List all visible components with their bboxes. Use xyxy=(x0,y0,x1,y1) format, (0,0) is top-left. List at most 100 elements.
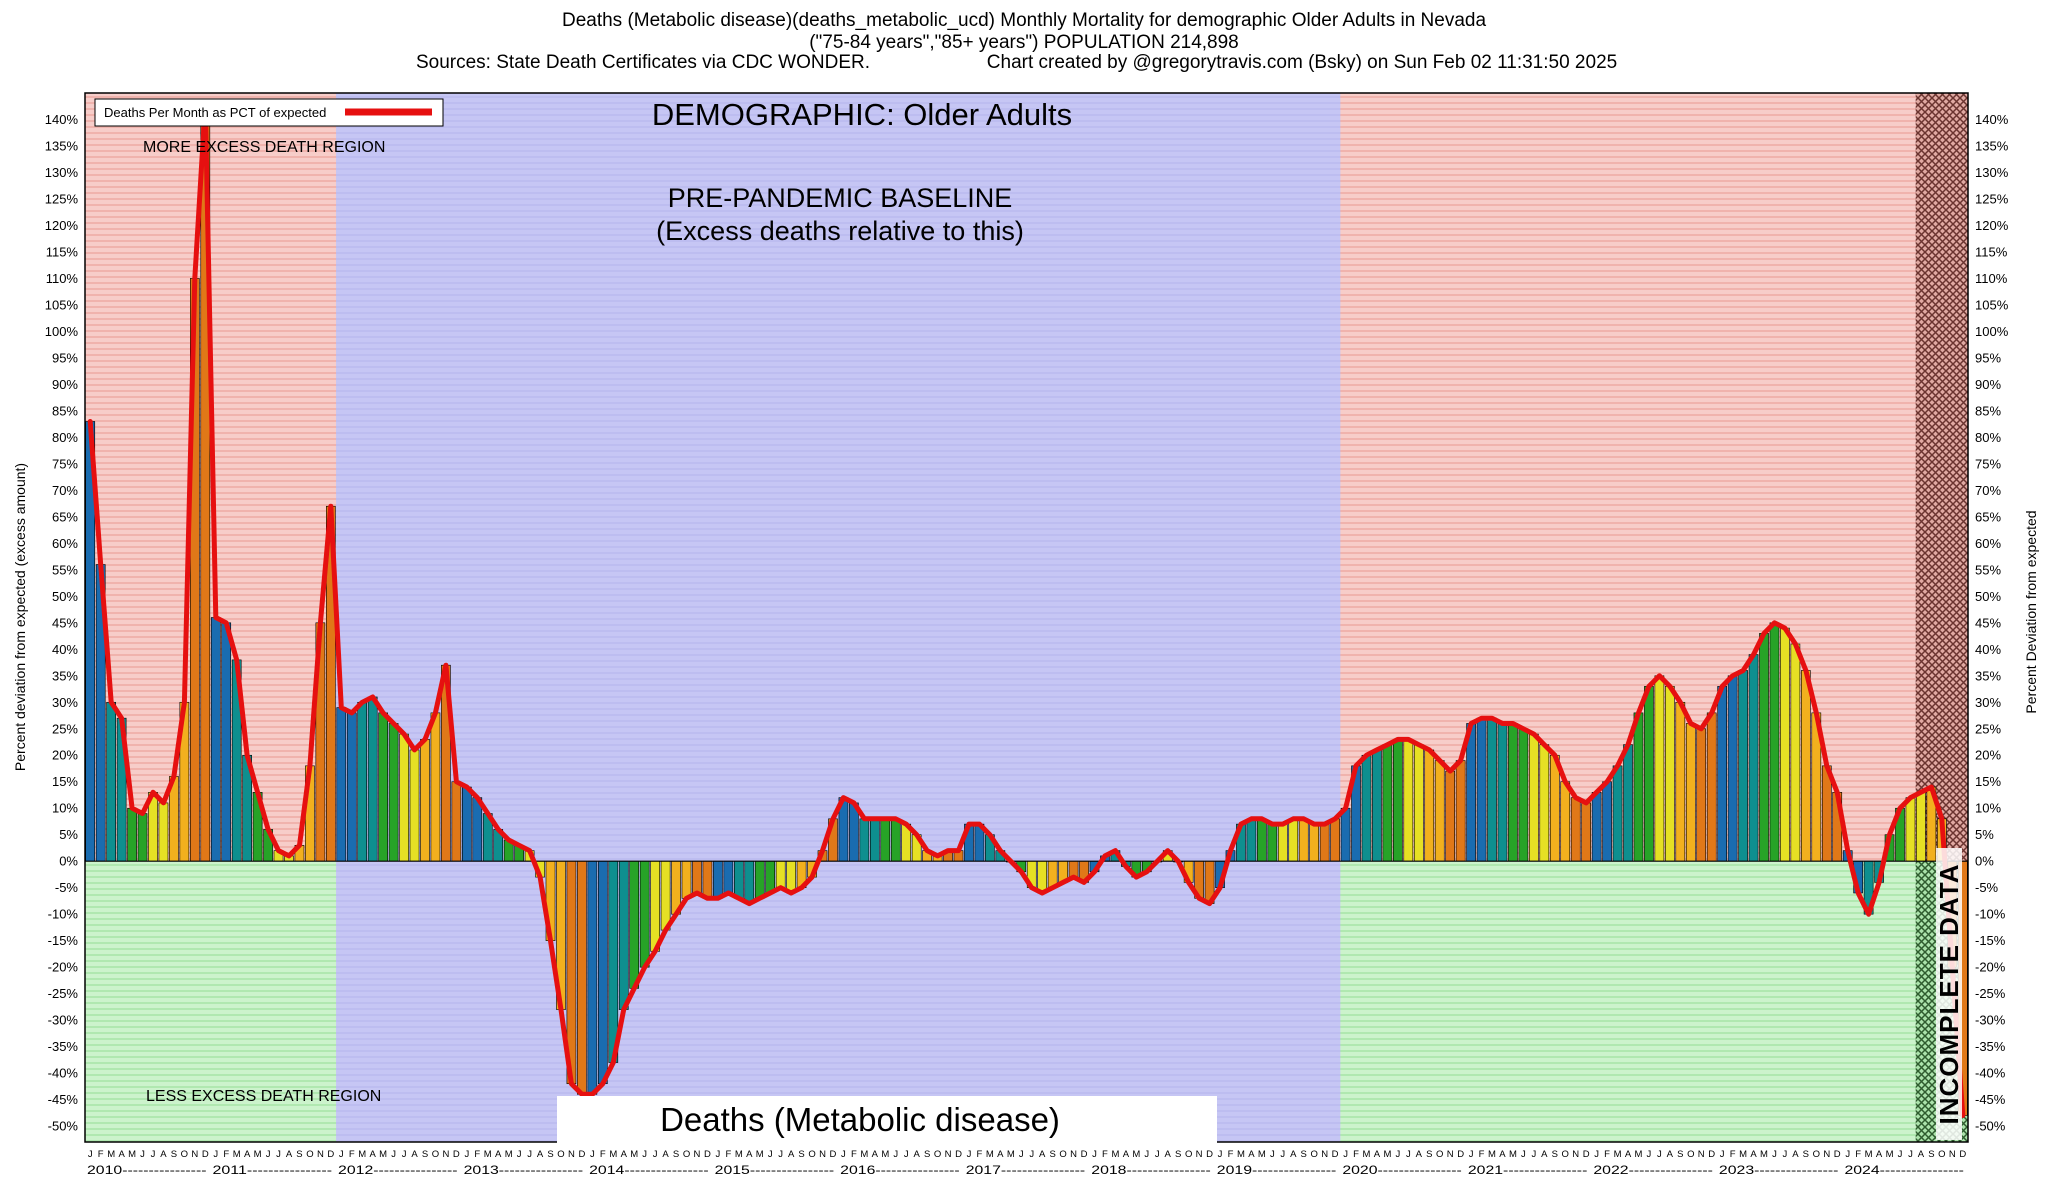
bar xyxy=(754,860,765,899)
month-tick-label: M xyxy=(1007,1149,1015,1160)
month-tick-label: M xyxy=(379,1149,387,1160)
month-tick-label: M xyxy=(986,1149,994,1160)
y-tick-label-left: -10% xyxy=(48,907,79,922)
month-tick-label: J xyxy=(1155,1149,1160,1160)
y-tick-label-left: 55% xyxy=(52,562,78,577)
month-tick-label: F xyxy=(1855,1149,1861,1160)
bar xyxy=(1727,675,1738,862)
bar xyxy=(1570,797,1581,862)
demographic-label: DEMOGRAPHIC: Older Adults xyxy=(652,97,1072,132)
bar xyxy=(723,860,734,894)
y-tick-label-right: 5% xyxy=(1975,827,1994,842)
bar xyxy=(388,723,399,862)
y-tick-label-right: 110% xyxy=(1975,271,2008,286)
bar xyxy=(1916,792,1926,862)
month-tick-label: J xyxy=(266,1149,271,1160)
bar xyxy=(1780,627,1790,862)
month-tick-label: F xyxy=(474,1149,480,1160)
y-tick-label-right: 85% xyxy=(1975,403,2001,418)
month-tick-label: M xyxy=(630,1149,638,1160)
month-tick-label: F xyxy=(349,1149,355,1160)
y-tick-label-left: 110% xyxy=(46,271,79,286)
bar xyxy=(127,807,137,862)
bar xyxy=(1549,754,1560,862)
bar xyxy=(1288,818,1299,862)
bar xyxy=(744,860,755,904)
bar xyxy=(1497,723,1508,862)
month-tick-label: D xyxy=(704,1149,711,1160)
bar xyxy=(1602,781,1612,862)
month-tick-label: A xyxy=(411,1149,418,1160)
bar xyxy=(1361,754,1372,862)
y-tick-label-right: 40% xyxy=(1975,642,2001,657)
bar xyxy=(692,860,702,894)
month-tick-label: A xyxy=(1541,1149,1548,1160)
bar xyxy=(106,701,116,862)
y-tick-label-left: 50% xyxy=(52,589,78,604)
y-tick-label-left: 105% xyxy=(45,297,79,312)
month-tick-label: M xyxy=(881,1149,889,1160)
y-tick-label-right: 140% xyxy=(1975,112,2009,127)
bar xyxy=(1413,744,1424,862)
month-tick-label: F xyxy=(851,1149,857,1160)
y-tick-label-left: 65% xyxy=(52,509,78,524)
month-tick-label: J xyxy=(1280,1149,1285,1160)
bar xyxy=(1319,823,1330,862)
bar xyxy=(420,739,430,862)
month-tick-label: M xyxy=(1865,1149,1873,1160)
month-tick-label: D xyxy=(202,1149,209,1160)
bar xyxy=(1801,670,1811,862)
month-tick-label: J xyxy=(276,1149,281,1160)
y-tick-label-right: 90% xyxy=(1975,377,2001,392)
month-tick-label: J xyxy=(1270,1149,1275,1160)
bar xyxy=(786,860,796,894)
y-tick-label-left: 75% xyxy=(52,456,78,471)
year-label: 2019---------------- xyxy=(1217,1163,1337,1177)
bar xyxy=(775,860,786,888)
bar xyxy=(472,797,483,862)
month-tick-label: S xyxy=(422,1149,428,1160)
bar xyxy=(357,701,368,862)
month-tick-label: N xyxy=(1698,1149,1705,1160)
month-tick-label: N xyxy=(694,1149,701,1160)
month-tick-label: S xyxy=(1928,1149,1934,1160)
bar xyxy=(1476,717,1487,862)
incomplete-label: INCOMPLETE DATA xyxy=(1934,863,1964,1124)
bar xyxy=(1790,643,1801,862)
month-tick-label: M xyxy=(1509,1149,1517,1160)
month-tick-label: D xyxy=(1708,1149,1715,1160)
baseline-label-line2: (Excess deaths relative to this) xyxy=(656,216,1024,246)
right-axis-title: Percent Deviation from expected xyxy=(2023,510,2039,713)
month-tick-label: D xyxy=(1834,1149,1841,1160)
bar xyxy=(765,860,776,894)
month-tick-label: J xyxy=(464,1149,469,1160)
month-tick-label: A xyxy=(370,1149,377,1160)
bar xyxy=(880,818,891,862)
month-tick-label: F xyxy=(1353,1149,1359,1160)
year-label: 2022---------------- xyxy=(1593,1163,1713,1177)
y-tick-label-right: -50% xyxy=(1975,1119,2006,1134)
y-tick-label-right: 20% xyxy=(1975,748,2001,763)
bar xyxy=(1612,765,1623,862)
month-tick-label: M xyxy=(1258,1149,1266,1160)
y-tick-label-left: 140% xyxy=(45,112,79,127)
chart-label-box: Deaths (Metabolic disease) xyxy=(557,1096,1217,1144)
y-tick-label-right: 10% xyxy=(1975,801,2001,816)
bar xyxy=(1905,797,1916,862)
month-tick-label: M xyxy=(128,1149,136,1160)
bar xyxy=(1623,744,1633,862)
bar xyxy=(210,617,221,862)
y-tick-label-left: 80% xyxy=(52,430,78,445)
month-tick-label: A xyxy=(1248,1149,1255,1160)
bar xyxy=(1267,823,1278,862)
month-tick-label: O xyxy=(1687,1149,1694,1160)
y-tick-label-left: 35% xyxy=(52,668,78,683)
month-tick-label: A xyxy=(662,1149,669,1160)
bar xyxy=(1340,807,1351,862)
month-tick-label: J xyxy=(213,1149,218,1160)
y-tick-label-right: 100% xyxy=(1975,324,2009,339)
less-excess-region-label: LESS EXCESS DEATH REGION xyxy=(146,1088,381,1105)
month-tick-label: N xyxy=(1949,1149,1956,1160)
bar xyxy=(1696,728,1707,862)
